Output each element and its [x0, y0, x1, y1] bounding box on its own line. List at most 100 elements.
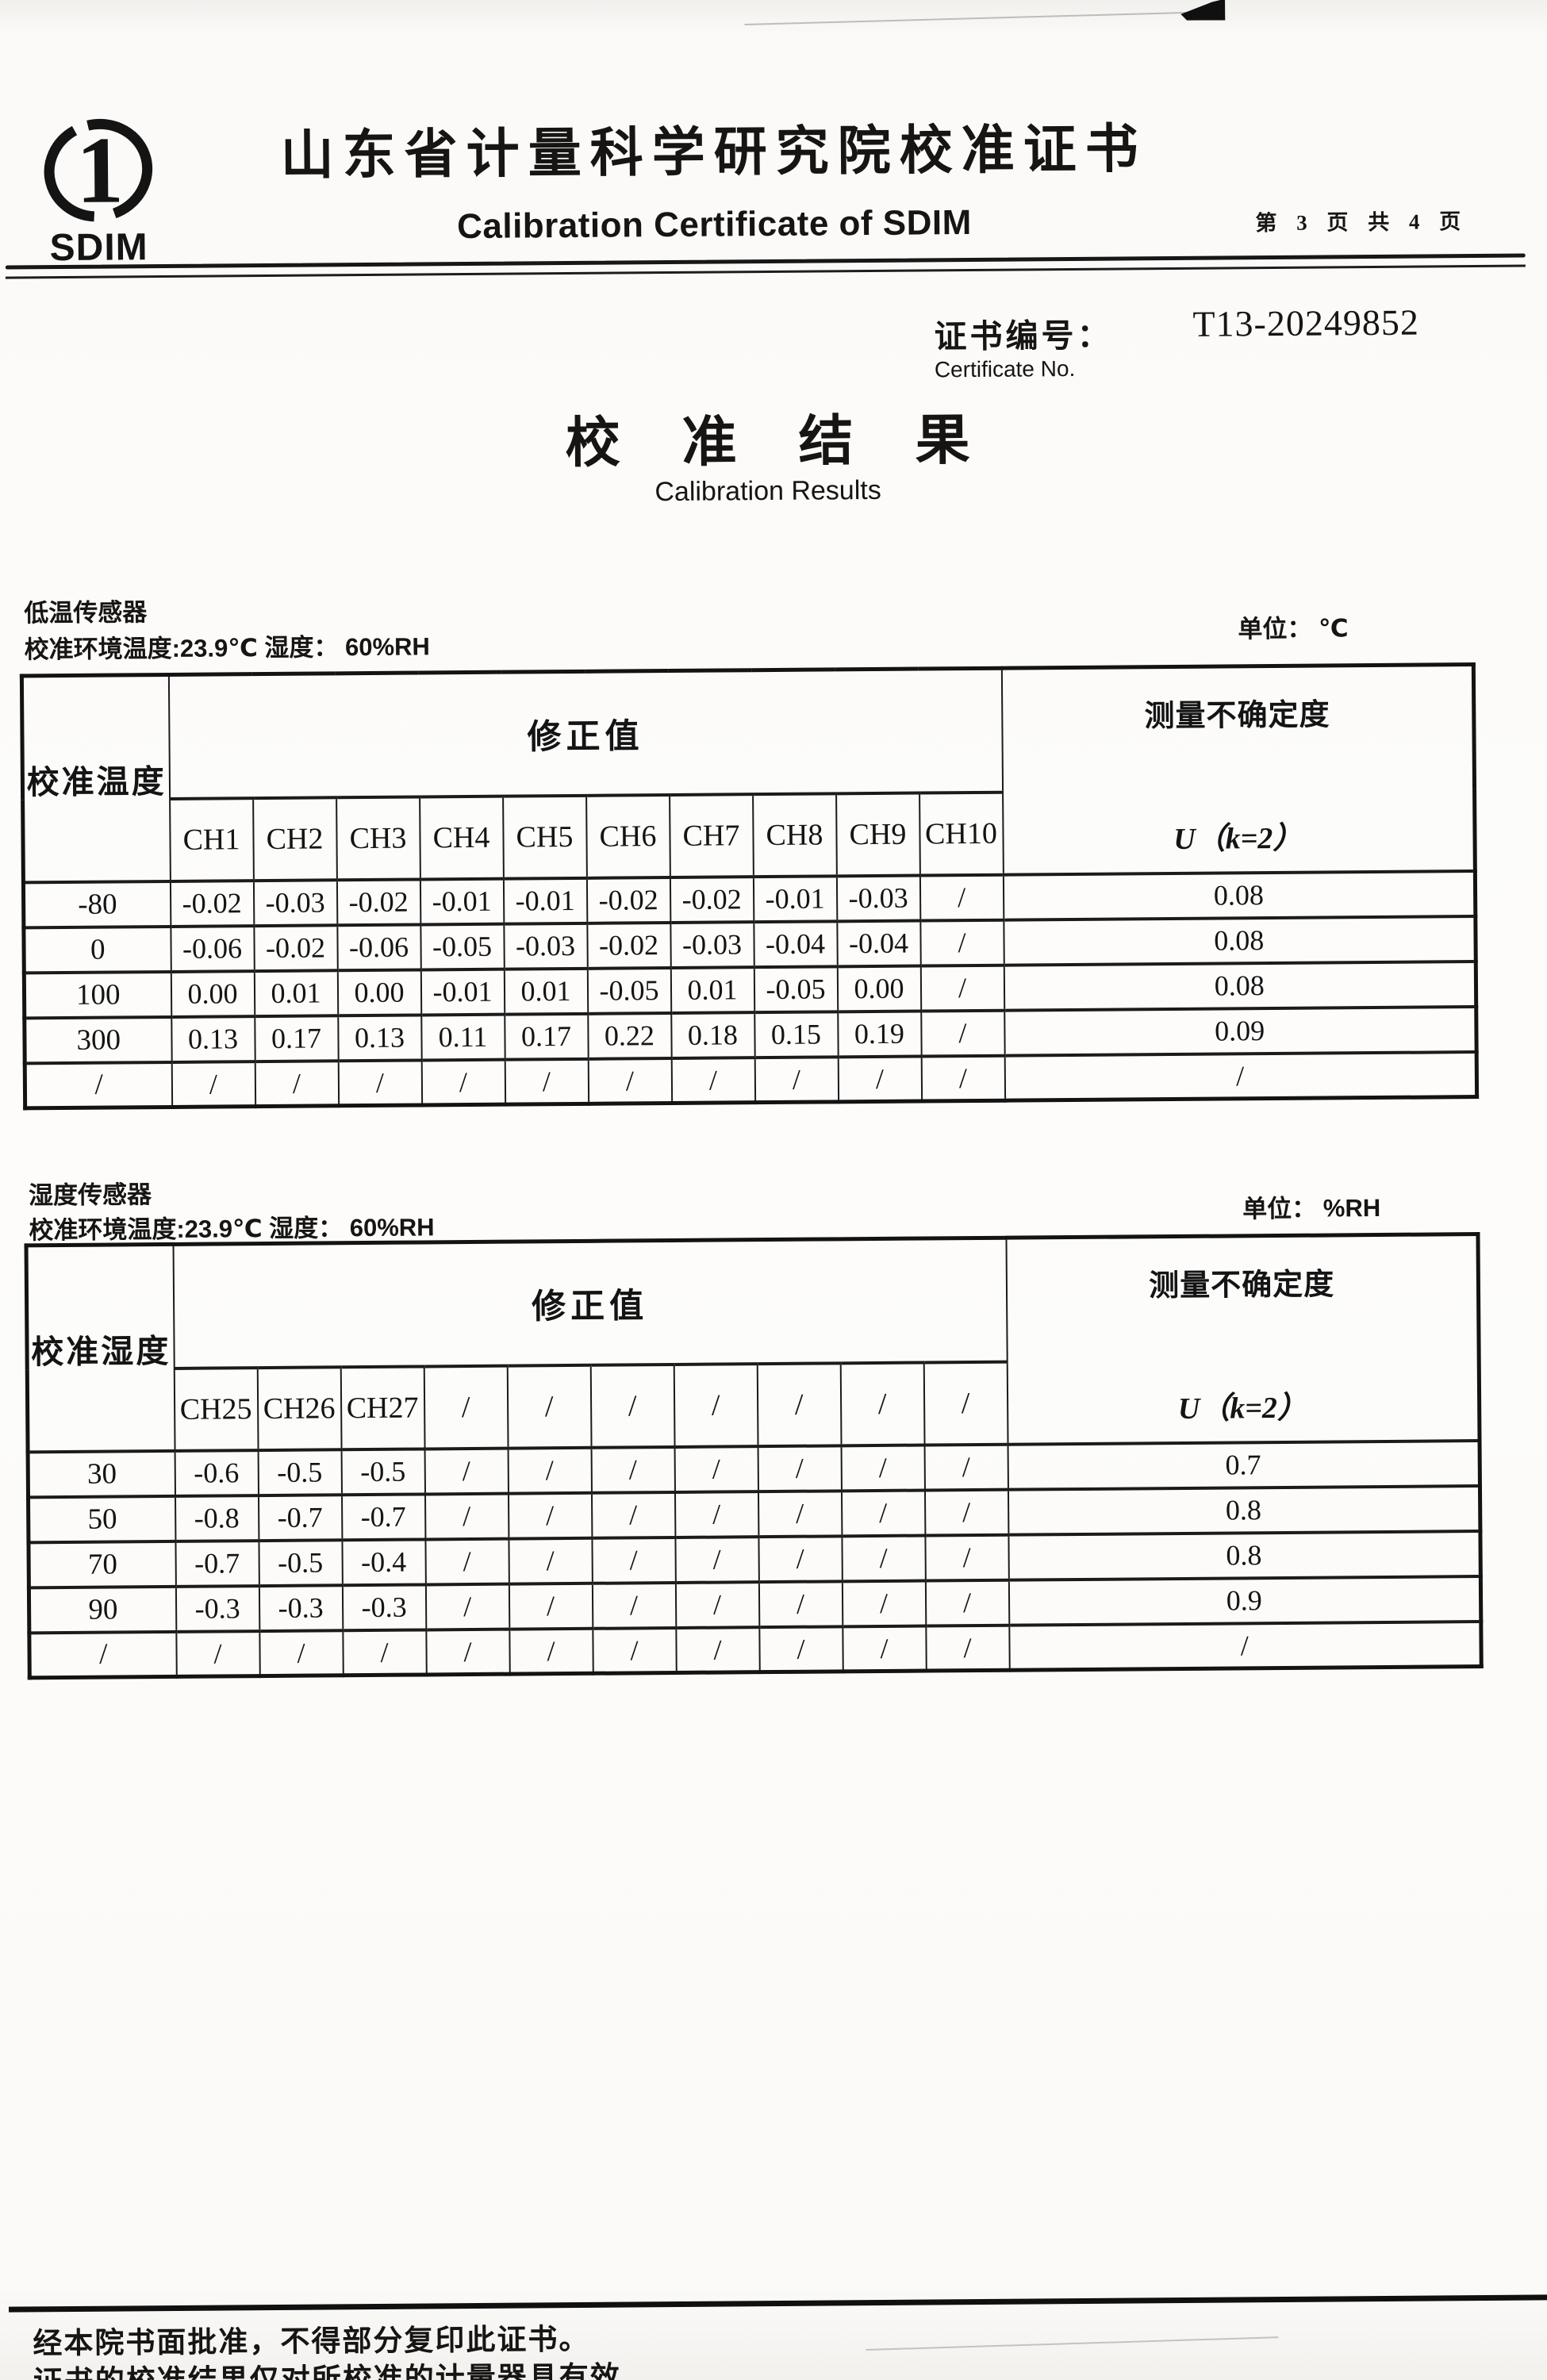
correction-value-cell: /: [842, 1626, 927, 1672]
correction-value-cell: -0.5: [258, 1449, 342, 1495]
correction-value-cell: 0.00: [171, 970, 255, 1017]
uncertainty-value-cell: 0.08: [1003, 870, 1476, 920]
correction-value-cell: 0.22: [587, 1012, 672, 1059]
certificate-title-cn: 山东省计量科学研究院校准证书: [280, 120, 1148, 186]
correction-value-cell: /: [425, 1629, 510, 1675]
correction-value-cell: -0.05: [587, 967, 671, 1014]
channel-header: /: [590, 1364, 675, 1448]
correction-value-cell: /: [842, 1580, 926, 1626]
correction-value-cell: /: [508, 1492, 592, 1539]
calibration-point-cell: /: [29, 1631, 177, 1678]
correction-value-cell: /: [424, 1538, 509, 1584]
correction-value-cell: /: [592, 1582, 676, 1629]
channel-header: CH25: [174, 1367, 259, 1451]
calibration-point-cell: /: [25, 1061, 172, 1108]
correction-value-cell: -0.02: [586, 877, 670, 923]
correction-value-cell: /: [505, 1058, 589, 1105]
correction-value-cell: -0.03: [836, 875, 920, 921]
correction-value-cell: /: [591, 1491, 675, 1538]
correction-value-cell: /: [508, 1447, 592, 1494]
correction-value-cell: /: [509, 1628, 593, 1675]
correction-value-cell: 0.13: [337, 1014, 422, 1061]
channel-header: CH6: [585, 794, 670, 878]
uncertainty-formula: U（k=2）: [1173, 821, 1303, 857]
correction-value-cell: /: [924, 1444, 1008, 1491]
correction-value-cell: -0.6: [175, 1449, 259, 1496]
uncertainty-header-cell: 测量不确定度 U（k=2）: [1005, 1234, 1480, 1445]
channel-header: CH9: [835, 793, 920, 876]
correction-value-cell: -0.02: [586, 922, 671, 969]
correction-value-cell: /: [925, 1625, 1010, 1672]
correction-value-cell: /: [920, 965, 1004, 1012]
correction-value-cell: /: [919, 919, 1004, 966]
correction-value-cell: -0.01: [503, 877, 587, 924]
uncertainty-label: 测量不确定度: [1144, 698, 1330, 734]
correction-value-cell: /: [758, 1445, 842, 1491]
channel-header: CH27: [340, 1365, 425, 1449]
correction-value-cell: /: [338, 1059, 422, 1106]
uncertainty-value-cell: 0.8: [1008, 1530, 1481, 1580]
correction-value-cell: -0.06: [336, 923, 421, 970]
channel-header: CH4: [419, 796, 504, 879]
calibration-point-cell: 70: [28, 1541, 176, 1587]
correction-value-cell: /: [841, 1445, 925, 1491]
channel-header: CH10: [919, 792, 1004, 876]
correction-value-cell: -0.02: [336, 878, 420, 925]
correction-value-cell: 0.17: [254, 1015, 339, 1061]
correction-value-cell: /: [509, 1583, 593, 1630]
correction-value-cell: 0.18: [670, 1012, 755, 1058]
uncertainty-formula: U（k=2）: [1177, 1391, 1308, 1426]
correction-value-cell: /: [674, 1491, 758, 1537]
correction-value-header: 修正值: [173, 1238, 1008, 1368]
correction-value-cell: -0.05: [420, 923, 505, 969]
correction-value-cell: -0.5: [341, 1448, 425, 1495]
correction-value-cell: -0.7: [341, 1493, 425, 1540]
channel-header: /: [840, 1362, 925, 1445]
correction-value-cell: -0.06: [170, 925, 255, 972]
channel-header: CH8: [752, 793, 837, 877]
scan-artifact-top-line: [744, 10, 1221, 26]
svg-text:1: 1: [75, 117, 124, 223]
calibration-point-cell: 0: [23, 926, 171, 973]
correction-value-cell: /: [921, 1055, 1005, 1102]
uncertainty-value-cell: 0.9: [1008, 1576, 1481, 1626]
certificate-no-label-cn: 证书编号：: [934, 317, 1113, 355]
certificate-no-label-en: Certificate No.: [934, 355, 1076, 382]
correction-value-cell: /: [255, 1060, 339, 1107]
correction-value-cell: -0.3: [175, 1585, 259, 1632]
correction-value-cell: -0.02: [170, 880, 254, 927]
uncertainty-header-cell: 测量不确定度 U（k=2）: [1001, 664, 1476, 875]
correction-value-cell: /: [591, 1537, 676, 1583]
calibration-point-cell: 100: [24, 971, 171, 1018]
correction-value-cell: 0.01: [504, 968, 588, 1015]
correction-value-cell: -0.03: [670, 921, 754, 968]
calibration-point-cell: 300: [24, 1016, 172, 1063]
footer-note-2: 证书的校准结果仅对所校准的计量器具有效: [33, 2360, 621, 2380]
correction-value-cell: -0.3: [259, 1584, 343, 1631]
point-column-header: 校准湿度: [26, 1244, 175, 1452]
uncertainty-value-cell: 0.08: [1003, 916, 1476, 965]
correction-value-header: 修正值: [168, 668, 1003, 799]
correction-value-cell: /: [919, 874, 1004, 921]
uncertainty-value-cell: 0.09: [1004, 1006, 1477, 1056]
low-temp-results-table: 校准温度 修正值 测量不确定度 U（k=2） CH1 CH2 CH3 CH4 CH5 CH6 CH7…: [19, 662, 1480, 1111]
correction-value-cell: /: [924, 1489, 1008, 1536]
channel-header: CH1: [169, 797, 254, 881]
channel-header: CH5: [502, 795, 587, 879]
correction-value-cell: -0.7: [175, 1540, 259, 1587]
correction-value-cell: /: [259, 1630, 344, 1676]
correction-value-cell: /: [175, 1630, 260, 1677]
uncertainty-value-cell: /: [1008, 1621, 1482, 1671]
sdim-logo-icon: 1 SDIM: [44, 117, 153, 269]
correction-value-cell: /: [924, 1534, 1009, 1581]
correction-value-cell: -0.8: [175, 1495, 259, 1541]
channel-header: CH2: [252, 797, 337, 881]
page-number: 第 3 页 共 4 页: [1255, 209, 1468, 236]
environment-conditions-1: 校准环境温度:23.9℃ 湿度： 60%RH: [24, 632, 430, 664]
uncertainty-value-cell: /: [1004, 1051, 1477, 1101]
correction-value-cell: -0.02: [670, 876, 754, 923]
correction-value-cell: /: [675, 1581, 759, 1628]
section-title-low-temp-sensor: 低温传感器: [24, 598, 148, 628]
correction-value-cell: 0.13: [171, 1015, 255, 1062]
correction-value-cell: /: [841, 1535, 926, 1581]
